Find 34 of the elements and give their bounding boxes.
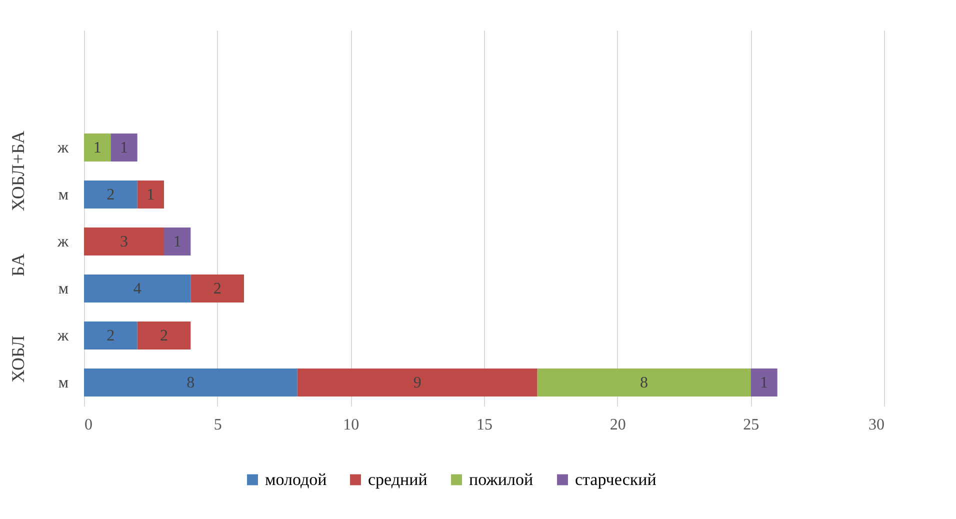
x-tick-label: 30 [868,416,884,434]
text: ХОБЛ [8,335,28,383]
data-label: 4 [133,280,142,298]
x-tick-label: 5 [214,416,222,434]
data-label: 8 [186,374,195,392]
y-tick-label: ж [56,328,70,344]
data-label: 1 [760,374,768,392]
y-tick-label: м [58,280,68,298]
x-tick-label: 10 [343,416,360,434]
data-label: 8 [640,374,648,392]
data-label: 1 [173,234,182,250]
data-label: 3 [120,234,128,250]
data-label: 2 [106,328,115,344]
legend-label: средний [368,470,428,489]
y-tick-label: ж [56,234,70,250]
text: ХОБЛ+БА [8,130,28,212]
x-tick-label: 15 [476,416,492,434]
y-tick-label: ж [56,140,70,156]
data-label: 1 [120,140,128,156]
text: БА [8,253,28,277]
legend-label: пожилой [469,470,534,489]
legend-label: старческий [575,470,656,489]
data-label: 2 [160,328,168,344]
data-label: 1 [146,186,155,204]
x-tick-label: 0 [84,416,92,434]
data-label: 2 [213,280,222,298]
x-tick-label: 25 [743,416,760,434]
data-label: 1 [93,140,102,156]
legend-label: молодой [265,470,327,489]
data-label: 2 [106,186,115,204]
y-tick-label: м [58,186,68,204]
y-tick-label: м [58,374,68,392]
x-tick-label: 20 [610,416,626,434]
data-label: 9 [413,374,422,392]
